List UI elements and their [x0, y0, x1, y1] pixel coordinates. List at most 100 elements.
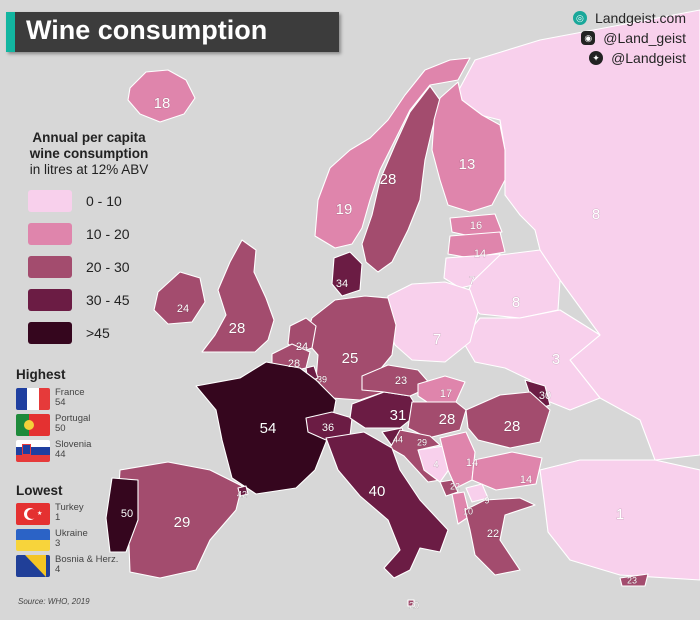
- value-label-spain: 29: [174, 514, 191, 531]
- country-name: Bosnia & Herz.: [55, 554, 119, 565]
- value-label-sweden: 28: [380, 171, 397, 188]
- bosnia-flag-icon: [16, 555, 50, 577]
- country-finland: [431, 81, 506, 213]
- legend-label: 0 - 10: [86, 193, 122, 209]
- highest-item-portugal: Portugal 50: [16, 414, 90, 436]
- globe-icon: ◎: [572, 11, 587, 25]
- value-label-poland: 7: [433, 331, 441, 348]
- country-name: Portugal: [55, 413, 91, 424]
- country-value: 1: [55, 512, 61, 523]
- value-label-france: 54: [260, 420, 277, 437]
- lowest-item-turkey: ★ Turkey 1: [16, 503, 84, 525]
- source-note: Source: WHO, 2019: [18, 597, 90, 606]
- country-bosnia: [417, 445, 451, 483]
- value-label-moldova: 30: [539, 390, 551, 402]
- value-label-albania: 10: [463, 506, 473, 516]
- value-label-montenegro: 22: [450, 481, 460, 491]
- country-andorra: [237, 485, 249, 497]
- value-label-cyprus: 23: [627, 575, 637, 585]
- lowest-heading: Lowest: [16, 483, 63, 498]
- country-netherlands: [287, 317, 317, 353]
- legend-label: 20 - 30: [86, 259, 130, 275]
- country-name: Slovenia: [55, 439, 92, 450]
- country-name: Turkey: [55, 502, 84, 513]
- country-value: 3: [55, 538, 61, 549]
- country-norway: [314, 57, 471, 249]
- legend-item-0-10: 0 - 10: [28, 188, 122, 214]
- ukraine-flag-icon: [16, 529, 50, 551]
- value-label-lithuania: 7: [469, 275, 475, 287]
- country-cyprus: [619, 573, 649, 587]
- country-greece: [464, 497, 536, 576]
- value-label-netherlands: 24: [296, 341, 308, 353]
- value-label-switzerland: 36: [322, 422, 334, 434]
- website-label: Landgeist.com: [594, 10, 686, 26]
- value-label-luxembourg: 39: [317, 374, 327, 384]
- legend-label: 30 - 45: [86, 292, 130, 308]
- legend-swatch: [28, 256, 72, 278]
- value-label-denmark: 34: [336, 278, 348, 290]
- lowest-item-bosnia: Bosnia & Herz. 4: [16, 555, 118, 577]
- value-label-estonia: 16: [470, 220, 482, 232]
- slovenia-flag-icon: [16, 440, 50, 462]
- country-value: 50: [55, 423, 66, 434]
- lowest-item-ukraine: Ukraine 3: [16, 529, 88, 551]
- value-label-iceland: 18: [154, 95, 171, 112]
- twitter-icon: ✦: [589, 51, 604, 65]
- social-twitter[interactable]: ✦ @Landgeist: [589, 50, 686, 66]
- legend-swatch: [28, 190, 72, 212]
- country-value: 54: [55, 397, 66, 408]
- legend-item-20-30: 20 - 30: [28, 254, 130, 280]
- value-label-slovakia: 17: [440, 388, 452, 400]
- country-romania: [465, 391, 551, 449]
- highest-item-slovenia: Slovenia 44: [16, 440, 91, 462]
- france-flag-icon: [16, 388, 50, 410]
- value-label-russia: 8: [592, 206, 600, 223]
- value-label-andorra: 42: [237, 489, 247, 499]
- turkey-flag-icon: ★: [16, 503, 50, 525]
- value-label-uk: 28: [229, 320, 246, 337]
- legend-title: Annual per capita wine consumption in li…: [29, 130, 149, 177]
- country-iceland: [127, 69, 196, 123]
- country-uk: [201, 239, 275, 353]
- value-label-malta: 20: [409, 600, 419, 610]
- value-label-romania: 28: [504, 418, 521, 435]
- value-label-greece: 22: [487, 528, 499, 540]
- legend-item-10-20: 10 - 20: [28, 221, 130, 247]
- country-denmark: [331, 251, 363, 297]
- highest-heading: Highest: [16, 367, 66, 382]
- country-italy: [325, 431, 449, 579]
- value-label-hungary: 28: [439, 411, 456, 428]
- value-label-germany: 25: [342, 350, 359, 367]
- twitter-label: @Landgeist: [611, 50, 686, 66]
- page-title: Wine consumption: [26, 15, 268, 45]
- country-name: France: [55, 387, 85, 398]
- legend-label: >45: [86, 325, 110, 341]
- country-malta: [407, 599, 415, 607]
- value-label-slovenia: 44: [393, 434, 403, 444]
- country-value: 44: [55, 449, 66, 460]
- country-hungary: [407, 401, 467, 439]
- social-instagram[interactable]: ◉ @Land_geist: [581, 30, 686, 46]
- instagram-icon: ◉: [581, 31, 596, 45]
- value-label-finland: 13: [459, 156, 476, 173]
- country-portugal: [105, 477, 139, 553]
- country-name: Ukraine: [55, 528, 88, 539]
- country-turkey: [539, 459, 700, 581]
- value-label-bulgaria: 14: [520, 474, 532, 486]
- instagram-label: @Land_geist: [603, 30, 686, 46]
- value-label-turkey: 1: [616, 506, 624, 523]
- value-label-belgium: 28: [288, 358, 300, 370]
- value-label-austria: 31: [390, 407, 407, 424]
- country-ukraine: [461, 309, 601, 411]
- title-accent-bar: [6, 12, 15, 52]
- value-label-portugal: 50: [121, 508, 133, 520]
- legend-swatch: [28, 289, 72, 311]
- country-north-macedonia: [465, 483, 489, 503]
- social-website[interactable]: ◎ Landgeist.com: [572, 10, 686, 26]
- legend-item-30-45: 30 - 45: [28, 287, 130, 313]
- value-label-north-macedonia: 9: [484, 495, 489, 505]
- value-label-belarus: 8: [512, 294, 520, 311]
- value-label-italy: 40: [369, 483, 386, 500]
